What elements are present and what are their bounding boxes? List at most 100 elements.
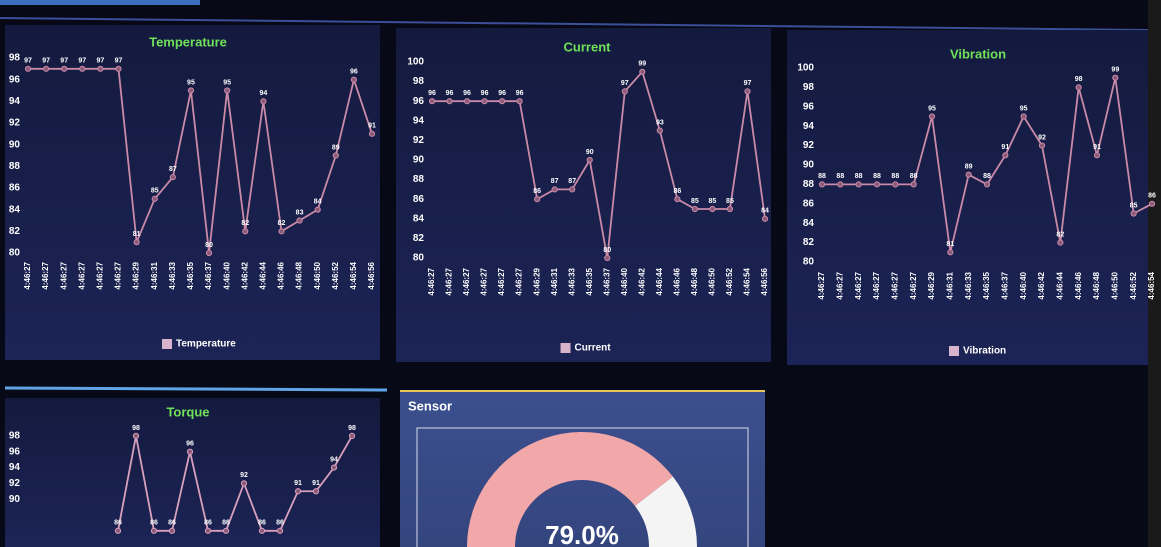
x-tick-label: 4:46:52 [1129,271,1138,299]
data-point [224,87,231,94]
x-tick-label: 4:46:27 [497,267,506,295]
y-tick-label: 80 [9,248,21,259]
x-tick-label: 4:46:50 [708,267,717,295]
legend-swatch [949,346,959,356]
data-label: 86 [258,520,266,527]
x-tick-label: 4:46:29 [532,267,541,295]
data-point [61,65,68,72]
y-tick-label: 98 [803,82,815,93]
y-tick-label: 92 [413,135,425,146]
data-label: 89 [332,144,340,151]
y-tick-label: 90 [9,494,21,505]
y-tick-label: 82 [413,233,425,244]
data-point [242,228,249,235]
data-point [348,432,356,440]
data-label: 86 [1148,193,1156,200]
data-label: 99 [638,61,646,68]
panel [396,28,771,362]
x-tick-label: 4:46:33 [964,271,973,299]
chart: Temperature 80 82 84 86 88 90 92 94 96 98 4:46:27 4:… [9,34,376,349]
data-point [294,488,302,495]
data-label: 88 [910,173,918,180]
chart-title: Vibration [950,46,1006,61]
data-point [947,249,954,256]
y-tick-label: 80 [413,253,425,264]
y-tick-label: 88 [9,161,21,172]
x-tick-label: 4:46:27 [480,267,489,295]
data-point [569,186,576,193]
data-label: 86 [673,188,681,195]
data-label: 94 [330,456,338,463]
data-point [1093,152,1101,159]
x-tick-label: 4:46:27 [23,261,32,289]
data-label: 81 [946,241,954,248]
data-label: 97 [621,80,629,87]
y-tick-label: 90 [413,155,425,166]
data-label: 93 [656,119,664,126]
data-label: 88 [891,173,899,180]
x-tick-label: 4:46:33 [168,261,177,289]
data-point [133,239,140,246]
data-label: 85 [151,188,159,195]
panel [787,30,1148,365]
x-tick-label: 4:46:48 [1092,271,1101,299]
x-tick-label: 4:46:27 [515,267,524,295]
y-tick-label: 82 [9,226,21,237]
data-label: 97 [42,58,50,65]
y-tick-label: 86 [9,183,21,194]
y-tick-label: 90 [803,160,815,171]
x-tick-label: 4:46:42 [1037,271,1046,299]
data-label: 86 [168,520,176,527]
x-tick-label: 4:46:27 [59,261,68,289]
x-tick-label: 4:46:37 [602,267,611,295]
x-tick-label: 4:46:27 [41,261,50,289]
data-point [534,196,541,203]
data-label: 92 [1038,134,1046,141]
data-label: 91 [1001,144,1009,151]
data-label: 85 [726,198,734,205]
data-label: 82 [1056,231,1064,238]
x-tick-label: 4:46:54 [349,261,358,289]
data-point [818,181,826,188]
x-tick-label: 4:46:37 [204,261,213,289]
data-point [260,98,267,105]
x-tick-label: 4:46:27 [854,271,863,299]
data-label: 82 [278,220,286,227]
y-tick-label: 88 [803,179,815,190]
x-tick-label: 4:46:50 [313,261,322,289]
data-label: 97 [78,58,86,65]
data-point [965,171,972,178]
data-label: 99 [1111,67,1119,74]
data-label: 87 [169,166,177,173]
panel-border [4,386,388,392]
data-label: 96 [428,90,436,97]
x-tick-label: 4:46:48 [690,267,699,295]
data-label: 85 [1130,202,1138,209]
data-point [1075,84,1082,91]
data-point [1148,200,1156,207]
y-tick-label: 98 [413,76,425,87]
x-tick-label: 4:46:54 [743,267,752,295]
y-tick-label: 80 [803,257,815,268]
data-point [115,65,122,72]
data-point [873,181,881,188]
x-tick-label: 4:46:40 [222,261,231,289]
data-point [446,98,453,105]
data-label: 85 [691,198,699,205]
data-point [314,206,321,213]
x-tick-label: 4:46:56 [367,261,376,289]
data-point [1057,239,1064,246]
data-point [43,65,50,72]
panel [5,25,380,360]
x-tick-label: 4:46:27 [817,271,826,299]
data-point [761,215,769,222]
data-point [499,98,506,105]
x-tick-label: 4:46:29 [927,271,936,299]
data-point [481,98,488,105]
y-tick-label: 84 [803,218,815,229]
chart-title: Sensor [408,398,452,413]
data-label: 91 [312,480,320,487]
data-label: 97 [97,58,105,65]
x-tick-label: 4:46:35 [585,267,594,295]
data-label: 87 [568,178,576,185]
